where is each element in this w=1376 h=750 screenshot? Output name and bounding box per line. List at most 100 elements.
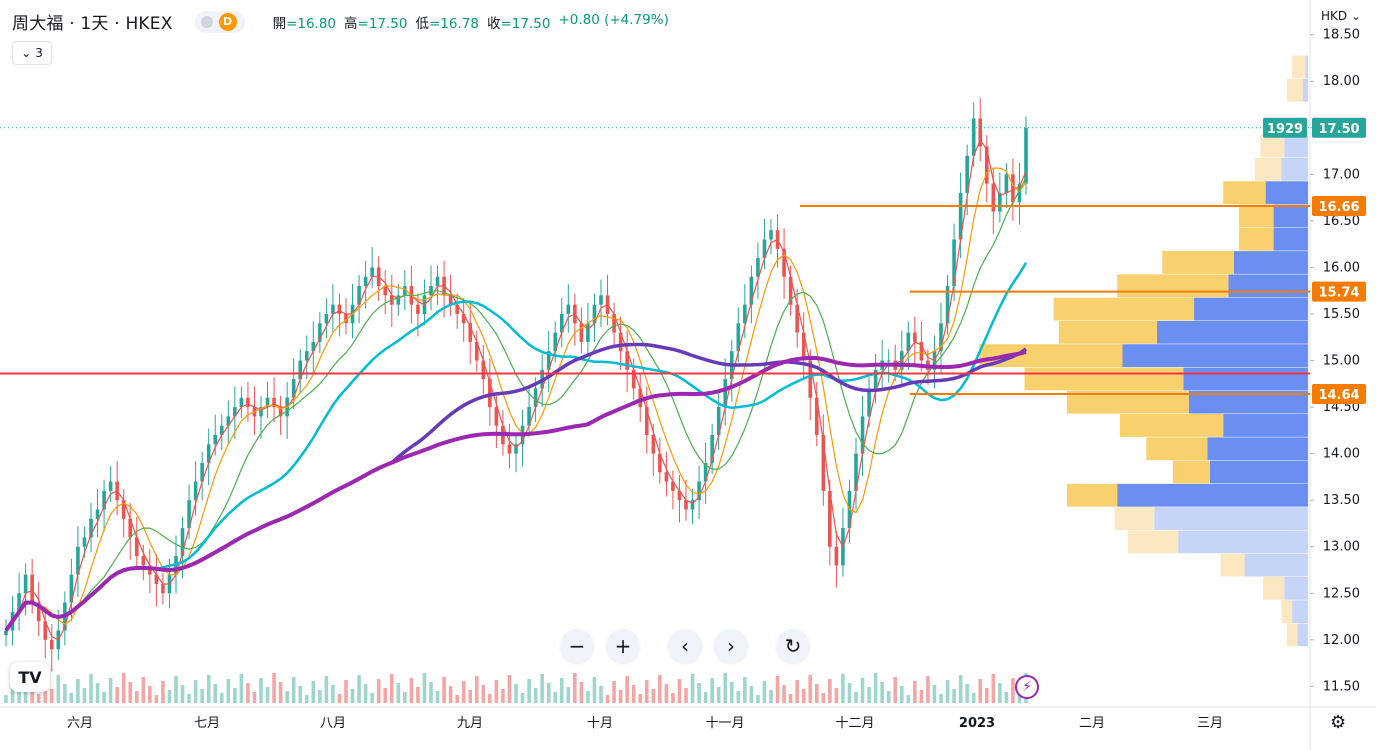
candle-body xyxy=(1011,174,1015,203)
market-status-badge[interactable]: D xyxy=(194,10,245,33)
candle-body xyxy=(403,286,407,296)
volume-bar xyxy=(952,689,956,703)
volume-bar xyxy=(553,692,558,703)
market-status-dot-icon xyxy=(200,15,213,28)
volume-bar xyxy=(873,673,878,703)
y-tick-label: 15.50 xyxy=(1323,307,1360,322)
volume-bar xyxy=(187,694,191,703)
volume-bar xyxy=(932,685,937,703)
candle-body xyxy=(788,276,793,305)
tradingview-logo-icon[interactable]: TV xyxy=(10,662,50,692)
scroll-left-button[interactable]: ‹ xyxy=(668,629,702,663)
candle-body xyxy=(337,304,342,314)
candle-body xyxy=(396,295,401,305)
volume-bar xyxy=(638,694,643,703)
candle-body xyxy=(233,407,237,417)
volume-bar xyxy=(723,673,728,703)
candle-body xyxy=(873,369,878,389)
volume-bar xyxy=(180,685,185,703)
volume-profile-up-bar xyxy=(1119,414,1224,437)
y-tick-label: 14.00 xyxy=(1323,447,1360,462)
volume-profile-up-bar xyxy=(1286,78,1303,102)
indicators-toggle-button[interactable]: ⌄ 3 xyxy=(12,41,52,65)
candle-body xyxy=(592,304,597,324)
volume-bar xyxy=(592,677,597,703)
volume-bar xyxy=(422,673,427,703)
y-tick-label: 11.50 xyxy=(1323,679,1360,694)
volume-bar xyxy=(729,682,734,703)
volume-profile-up-bar xyxy=(1262,576,1285,600)
volume-bar xyxy=(690,674,695,703)
candle-body xyxy=(795,304,799,333)
ma-indigo-line xyxy=(4,342,1027,632)
symbol-title[interactable]: 周大福 · 1天 · HKEX xyxy=(12,14,173,34)
candle-body xyxy=(658,453,662,473)
volume-bar xyxy=(69,693,74,703)
candle-body xyxy=(89,518,93,538)
candle-body xyxy=(664,472,669,482)
candle-body xyxy=(180,528,185,557)
y-tick-label: 15.00 xyxy=(1323,354,1360,369)
volume-profile-up-bar xyxy=(1066,483,1118,507)
x-tick-label: 九月 xyxy=(457,716,483,731)
candle-body xyxy=(239,397,244,408)
lightning-icon[interactable]: ⚡ xyxy=(1015,675,1039,699)
volume-bar xyxy=(658,675,662,703)
volume-profile-down-bar xyxy=(1273,204,1308,228)
volume-bar xyxy=(36,694,41,703)
candle-body xyxy=(213,435,218,445)
volume-profile-up-bar xyxy=(1058,320,1157,344)
volume-bar xyxy=(775,676,780,703)
volume-bar xyxy=(514,684,518,703)
scroll-right-button[interactable]: › xyxy=(714,629,748,663)
candle-body xyxy=(821,435,826,491)
y-tick-label: 18.50 xyxy=(1323,28,1360,43)
candle-body xyxy=(461,313,466,324)
candle-body xyxy=(226,416,231,426)
volume-profile-up-bar xyxy=(1114,507,1155,530)
candle-body xyxy=(684,500,688,510)
candle-body xyxy=(331,304,335,314)
currency-selector[interactable]: HKD ⌄ xyxy=(1321,9,1361,23)
volume-bar xyxy=(10,681,15,703)
volume-bar xyxy=(43,680,48,703)
volume-bar xyxy=(461,681,466,703)
volume-bar xyxy=(481,685,486,703)
volume-bar xyxy=(363,684,368,703)
candle-body xyxy=(945,286,950,324)
plus-icon: + xyxy=(614,634,632,658)
volume-profile-down-bar xyxy=(1233,251,1308,274)
zoom-in-button[interactable]: + xyxy=(606,629,640,663)
candle-body xyxy=(161,583,165,594)
candle-body xyxy=(677,490,682,501)
gear-icon[interactable]: ⚙ xyxy=(1330,712,1347,733)
volume-profile-down-bar xyxy=(1292,600,1308,624)
volume-bar xyxy=(298,686,303,703)
reset-chart-button[interactable]: ↻ xyxy=(776,629,810,663)
volume-bar xyxy=(743,677,747,703)
volume-bar xyxy=(573,673,577,703)
volume-bar xyxy=(49,689,54,703)
volume-bar xyxy=(684,688,688,703)
volume-bar xyxy=(579,682,584,703)
volume-bar xyxy=(984,688,989,703)
candle-body xyxy=(187,500,191,529)
volume-bar xyxy=(108,678,113,703)
candle-body xyxy=(625,351,629,370)
volume-profile-up-bar xyxy=(1281,600,1293,624)
candle-body xyxy=(527,407,531,426)
volume-bar xyxy=(154,695,159,703)
volume-profile-down-bar xyxy=(1284,576,1308,600)
volume-profile-up-bar xyxy=(1117,274,1229,298)
volume-bar xyxy=(808,675,813,703)
volume-bar xyxy=(546,683,551,703)
volume-bar xyxy=(566,687,571,703)
volume-bar xyxy=(350,689,355,703)
candle-body xyxy=(703,462,708,482)
volume-bar xyxy=(285,691,289,703)
interval-badge: D xyxy=(218,12,237,31)
volume-bar xyxy=(612,681,616,703)
volume-profile-up-bar xyxy=(1172,460,1210,484)
zoom-out-button[interactable]: − xyxy=(560,629,594,663)
